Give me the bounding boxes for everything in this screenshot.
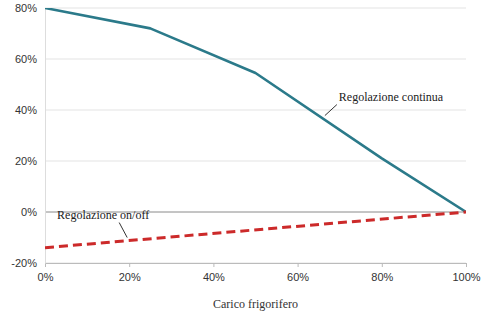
y-tick: 40%: [15, 104, 45, 116]
y-axis-line: [45, 9, 46, 264]
y-tick-label: 20%: [15, 155, 37, 167]
x-tick-label: 40%: [203, 271, 225, 283]
x-tick-label: 60%: [287, 271, 309, 283]
leader-line: [119, 223, 127, 238]
x-tick-label: 20%: [119, 271, 141, 283]
x-tick-mark: [45, 263, 46, 267]
y-tick-label: 0%: [21, 206, 37, 218]
x-tick-mark: [213, 263, 214, 267]
x-tick-mark: [466, 263, 467, 267]
x-tick-mark: [129, 263, 130, 267]
series-label: Regolazione continua: [339, 90, 444, 104]
y-tick: 60%: [15, 53, 45, 65]
x-tick-mark: [298, 263, 299, 267]
series-label: Regolazione on/off: [57, 208, 149, 222]
y-tick-label: -20%: [11, 257, 37, 269]
series-group: [45, 8, 466, 248]
grid-line: [45, 161, 466, 162]
y-tick: 20%: [15, 155, 45, 167]
y-tick-label: 80%: [15, 2, 37, 14]
y-tick: 0%: [21, 206, 45, 218]
y-tick-label: 40%: [15, 104, 37, 116]
x-axis-line: [46, 264, 467, 268]
x-axis-title: Carico frigorifero: [213, 297, 298, 311]
x-tick: 60%: [287, 263, 309, 283]
y-axis: -20% 0% 20% 40% 60% 80%: [11, 2, 45, 269]
plot: 0%20%40%60%80%100%-20%0%20%40%60%80%Rego…: [11, 2, 480, 283]
x-tick-label: 0%: [38, 271, 54, 283]
leader-line: [325, 105, 337, 116]
x-axis: 0% 20% 40% 60% 80% 100%: [38, 263, 481, 283]
x-tick: 40%: [203, 263, 225, 283]
x-tick-label: 100%: [452, 271, 480, 283]
x-tick: 20%: [119, 263, 141, 283]
grid-line: [45, 59, 466, 60]
y-tick-label: 60%: [15, 53, 37, 65]
series-line: [45, 8, 466, 212]
x-tick-label: 80%: [371, 271, 393, 283]
grid-line: [45, 8, 466, 9]
grid-line: [45, 110, 466, 111]
chart: 0%20%40%60%80%100%-20%0%20%40%60%80%Rego…: [0, 0, 488, 320]
annotations: Regolazione continua Regolazione on/off: [57, 90, 444, 238]
x-tick: 100%: [452, 263, 480, 283]
grid: [45, 8, 466, 263]
x-tick: 80%: [371, 263, 393, 283]
x-tick-mark: [382, 263, 383, 267]
x-tick: 0%: [38, 263, 54, 283]
y-tick: 80%: [15, 2, 45, 14]
y-tick: -20%: [11, 257, 45, 269]
